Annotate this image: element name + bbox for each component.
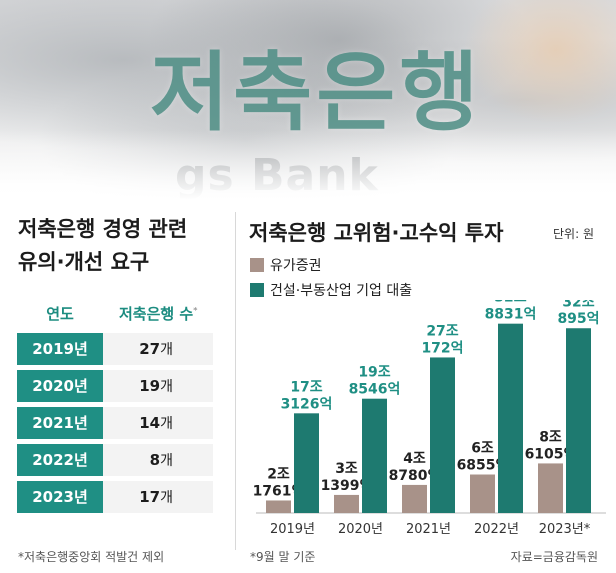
row-count-unit: 개 <box>160 490 173 506</box>
hero-banner: 저축은행 gs Bank <box>0 0 616 200</box>
row-count-unit: 개 <box>160 453 173 469</box>
bar-securities <box>470 474 495 513</box>
data-label-construction-loan-top: 17조 <box>290 379 322 395</box>
bar-securities <box>334 494 359 513</box>
row-count-unit: 개 <box>160 416 173 432</box>
data-label-construction-loan-top: 27조 <box>426 323 458 339</box>
bar-construction-loan <box>362 398 387 513</box>
data-label-construction-loan-bottom: 3126억 <box>281 396 333 412</box>
bar-construction-loan <box>430 357 455 513</box>
panel-divider <box>235 212 236 550</box>
row-count: 27개 <box>139 333 173 365</box>
data-label-construction-loan-bottom: 8831억 <box>485 307 537 323</box>
row-count: 17개 <box>139 481 173 513</box>
bar-securities <box>266 500 291 513</box>
table-row: 2021년 14개 <box>17 407 213 439</box>
row-count-value: 8 <box>149 451 161 469</box>
row-count-value: 27 <box>139 340 161 358</box>
table-header-count-label: 저축은행 수 <box>119 305 194 323</box>
x-tick-label: 2023년* <box>539 522 591 537</box>
row-count: 19개 <box>139 370 173 402</box>
data-label-securities-top: 2조 <box>267 466 290 482</box>
x-tick-label: 2019년 <box>270 522 315 537</box>
row-year: 2019년 <box>17 333 103 365</box>
row-count-value: 14 <box>139 414 161 432</box>
chart-title: 저축은행 고위험·고수익 투자 <box>249 221 504 245</box>
row-count-value: 19 <box>139 377 161 395</box>
table-header-mark: * <box>193 306 198 315</box>
data-label-securities-bottom: 1761억 <box>253 483 305 499</box>
x-tick-label: 2021년 <box>406 522 451 537</box>
legend-swatch-construction-loans <box>250 283 264 297</box>
legend-item-securities: 유가증권 <box>250 255 322 275</box>
row-count-unit: 개 <box>160 342 173 358</box>
row-count: 14개 <box>139 407 173 439</box>
row-count: 8개 <box>150 444 173 476</box>
row-year: 2023년 <box>17 481 103 513</box>
legend-swatch-securities <box>250 258 264 272</box>
x-tick-label: 2020년 <box>338 522 383 537</box>
row-year: 2021년 <box>17 407 103 439</box>
data-label-securities-bottom: 8780억 <box>389 468 441 484</box>
data-label-securities-bottom: 1399억 <box>321 478 373 494</box>
source-label: 자료=금융감독원 <box>510 550 598 564</box>
hero-title: 저축은행 <box>150 43 483 143</box>
bar-construction-loan <box>294 413 319 513</box>
data-label-securities-top: 3조 <box>335 461 358 477</box>
data-label-securities-top: 8조 <box>539 429 562 445</box>
hero-subtitle: gs Bank <box>175 150 379 200</box>
bar-securities <box>402 484 427 513</box>
data-label-construction-loan-bottom: 8546억 <box>349 382 401 398</box>
legend-label-construction-loans: 건설·부동산업 기업 대출 <box>270 283 413 299</box>
hero-light-glow <box>456 0 616 130</box>
chart-footnote: *9월 말 기준 <box>250 550 316 564</box>
unit-label: 단위: 원 <box>553 227 594 241</box>
legend-item-construction-loans: 건설·부동산업 기업 대출 <box>250 280 412 300</box>
bar-construction-loan <box>498 323 523 513</box>
table-header-count: 저축은행 수* <box>119 303 197 324</box>
table-row: 2022년 8개 <box>17 444 213 476</box>
row-count-value: 17 <box>139 488 161 506</box>
data-label-securities-bottom: 6855억 <box>457 458 509 474</box>
legend-label-securities: 유가증권 <box>270 258 322 274</box>
data-label-construction-loan-bottom: 172억 <box>421 340 463 356</box>
data-label-construction-loan-top: 32조 <box>562 300 594 310</box>
left-footnote: *저축은행중앙회 적발건 제외 <box>18 550 165 564</box>
data-label-securities-bottom: 6105억 <box>525 446 577 462</box>
x-tick-label: 2022년 <box>474 522 519 537</box>
data-label-securities-top: 4조 <box>403 451 426 467</box>
row-year: 2022년 <box>17 444 103 476</box>
table-row: 2020년 19개 <box>17 370 213 402</box>
row-year: 2020년 <box>17 370 103 402</box>
data-label-construction-loan-top: 19조 <box>358 365 390 381</box>
left-panel-title: 저축은행 경영 관련 유의·개선 요구 <box>18 213 228 279</box>
table-row: 2023년 17개 <box>17 481 213 513</box>
row-count-unit: 개 <box>160 379 173 395</box>
left-title-line-1: 저축은행 경영 관련 <box>18 217 188 241</box>
bar-securities <box>538 463 563 513</box>
bar-construction-loan <box>566 328 591 513</box>
data-label-securities-top: 6조 <box>471 441 494 457</box>
data-label-construction-loan-top: 32조 <box>494 300 526 306</box>
data-label-construction-loan-bottom: 895억 <box>557 311 599 327</box>
table-row: 2019년 27개 <box>17 333 213 365</box>
table-header-year: 연도 <box>46 305 74 323</box>
left-title-line-2: 유의·개선 요구 <box>18 250 150 274</box>
